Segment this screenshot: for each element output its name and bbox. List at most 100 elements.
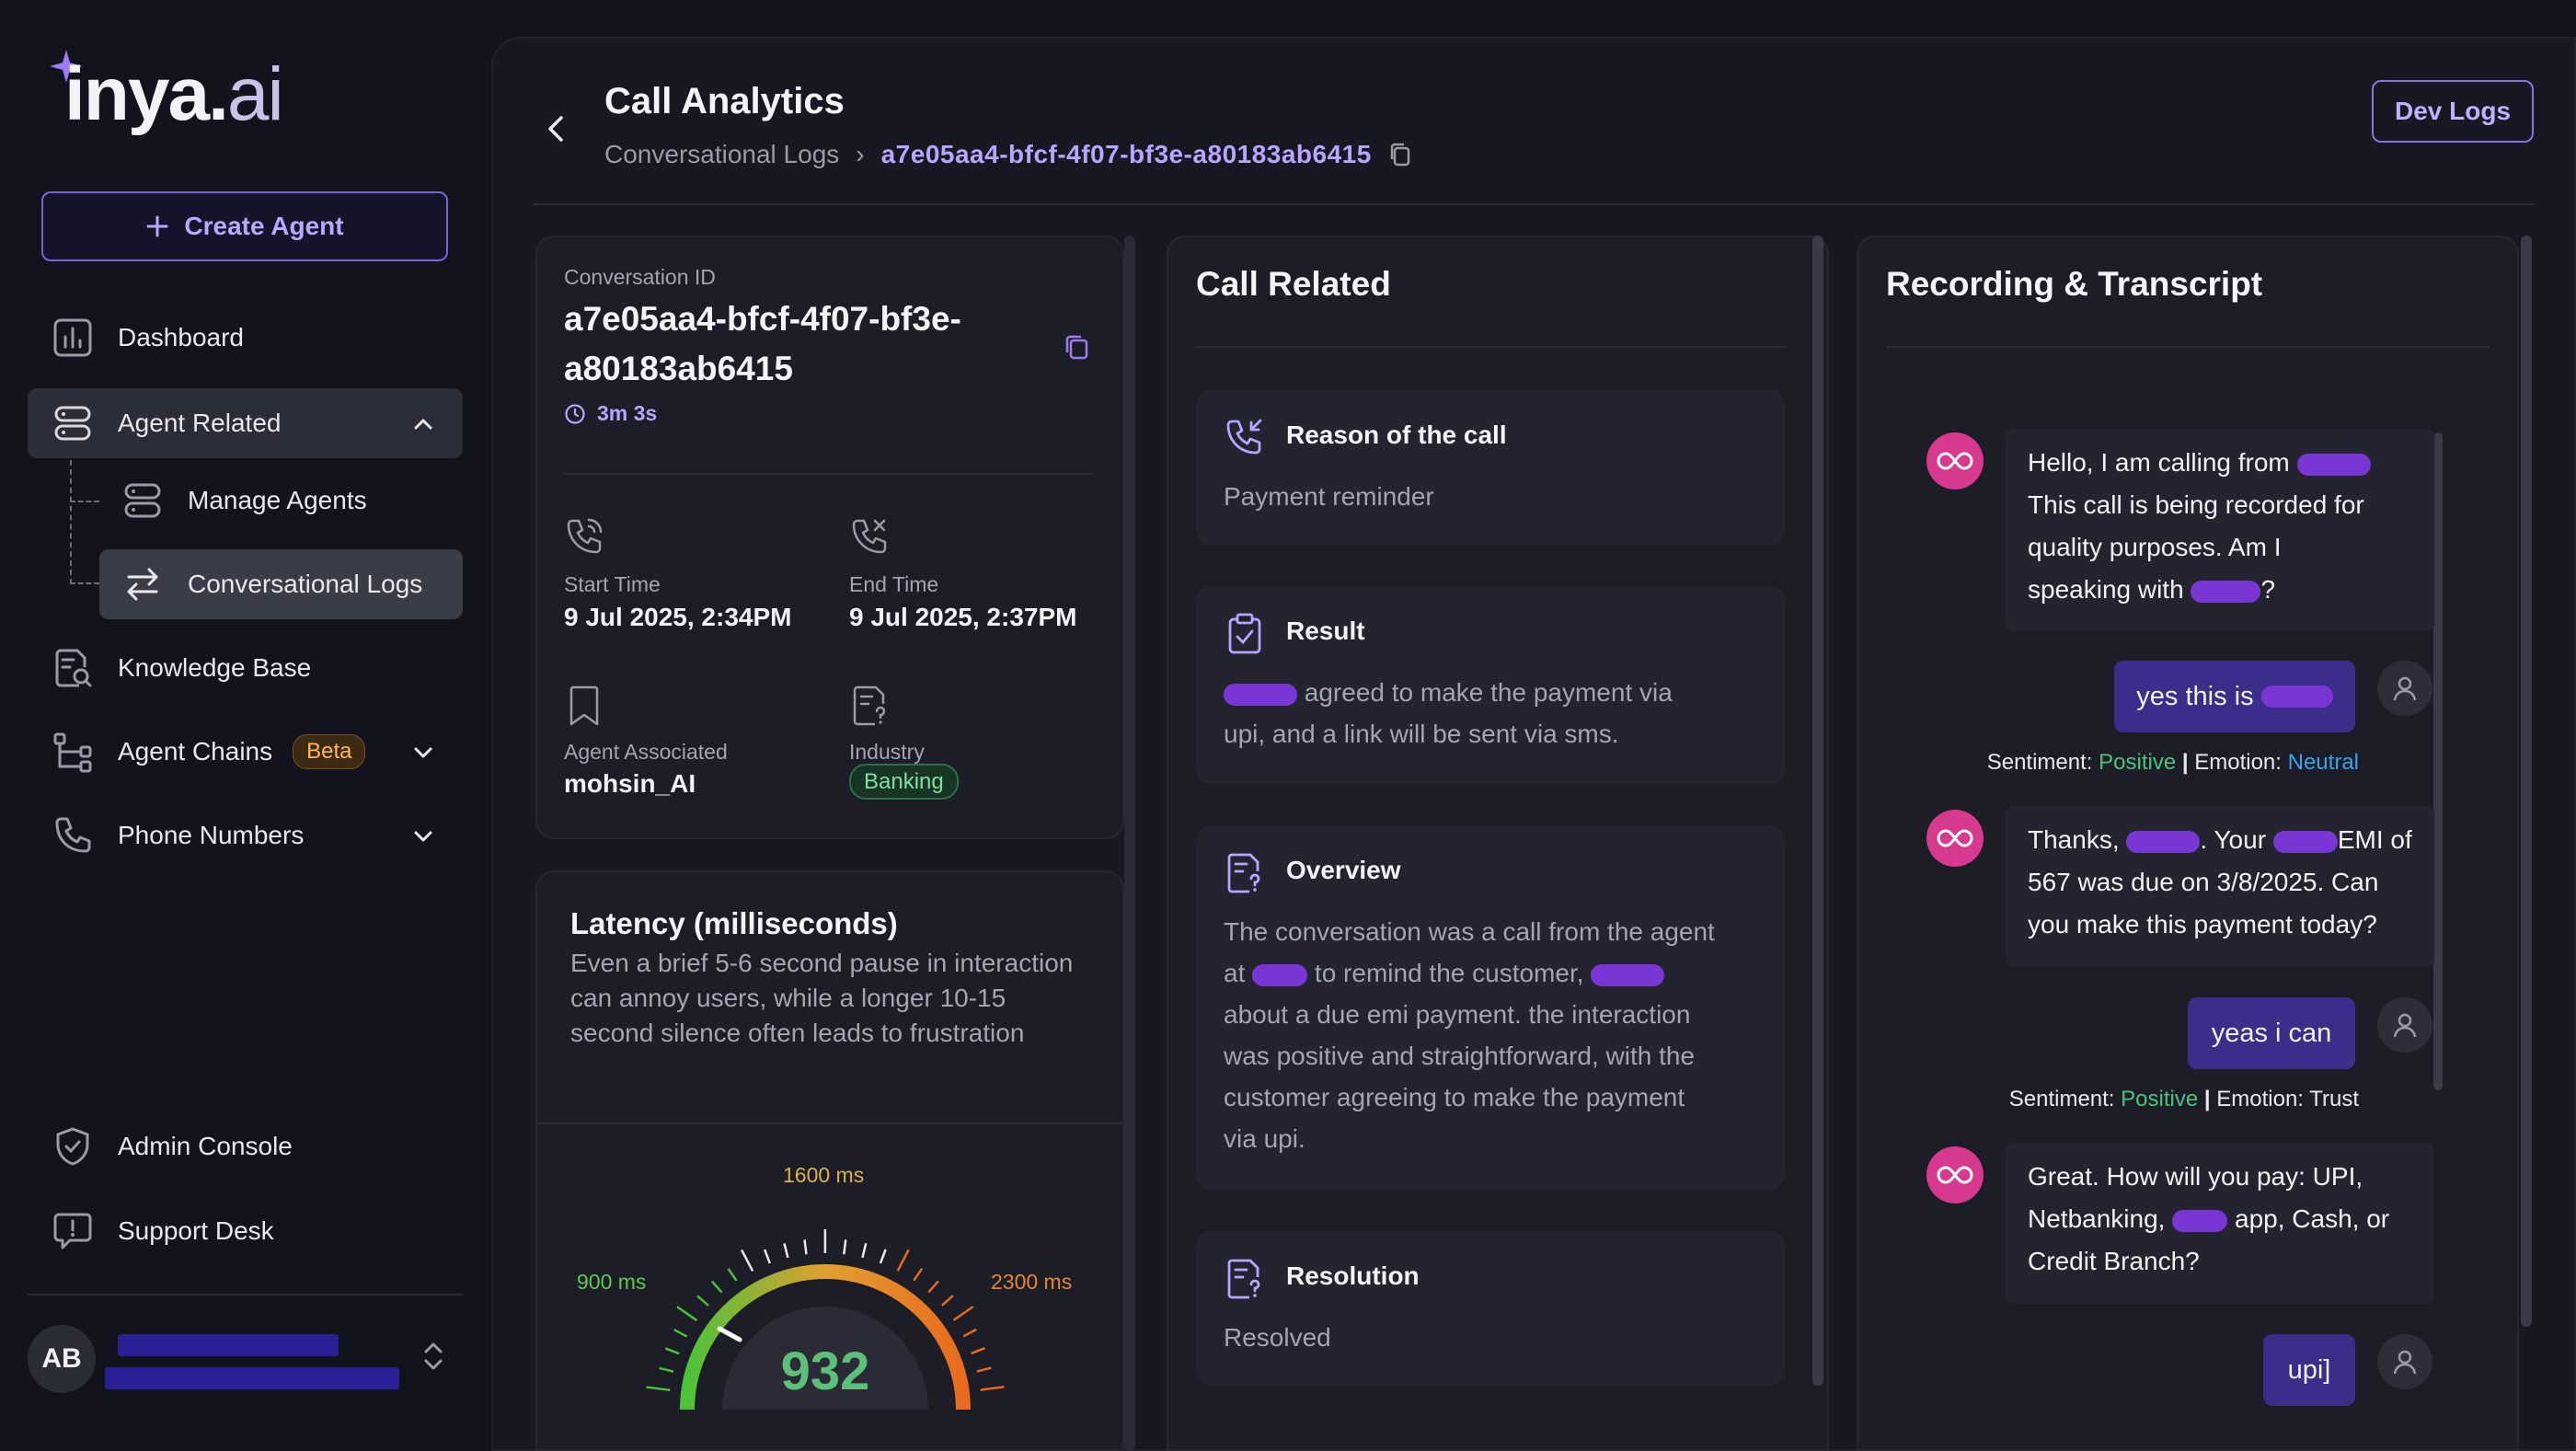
bot-avatar <box>1926 1146 1984 1203</box>
gauge-tick <box>962 1328 977 1338</box>
message-line: This call is being recorded for <box>2028 490 2364 519</box>
header-divider <box>534 203 2535 205</box>
redacted-name <box>2126 830 2201 853</box>
redacted-name <box>2260 685 2333 708</box>
breadcrumb: Conversational Logs › a7e05aa4-bfcf-4f07… <box>604 140 1412 169</box>
conversation-id-label: Conversation ID <box>564 265 716 289</box>
bot-avatar <box>1926 810 1984 867</box>
bot-avatar <box>1926 432 1984 489</box>
user-message: yes this is <box>2114 661 2355 732</box>
swap-arrows-icon <box>127 568 158 601</box>
resolution-title: Resolution <box>1286 1261 1420 1290</box>
end-time-label: End Time <box>849 572 939 596</box>
chevron-up-icon[interactable] <box>409 410 437 438</box>
chevron-up-down-icon[interactable] <box>418 1338 449 1375</box>
gauge-tick <box>952 1306 974 1321</box>
server-icon <box>54 406 91 441</box>
message-line: you make this payment today? <box>2028 910 2377 939</box>
sidebar-item-support-desk[interactable]: Support Desk <box>28 1196 463 1266</box>
document-question-icon <box>1227 1259 1260 1299</box>
redacted-company <box>2272 830 2338 853</box>
create-agent-label: Create Agent <box>184 212 344 240</box>
chat-alert-icon <box>53 1213 92 1249</box>
copy-icon[interactable] <box>1064 333 1091 361</box>
beta-badge: Beta <box>293 734 366 769</box>
panel-scrollbar[interactable] <box>1812 236 1823 1386</box>
redacted-name <box>1224 683 1297 706</box>
sentiment-separator: | <box>2203 1087 2211 1111</box>
redacted-name <box>1591 963 1665 986</box>
sidebar-item-agent-chains[interactable]: Agent Chains Beta <box>28 717 463 787</box>
latency-value: 932 <box>780 1342 870 1401</box>
page-title: Call Analytics <box>604 81 845 121</box>
sidebar-item-manage-agents[interactable]: Manage Agents <box>99 466 463 535</box>
panel-scrollbar[interactable] <box>2521 236 2532 1327</box>
create-agent-button[interactable]: Create Agent <box>41 191 448 261</box>
call-related-title: Call Related <box>1196 265 1391 303</box>
resolution-text: Resolved <box>1224 1323 1331 1352</box>
user-avatar[interactable]: AB <box>28 1325 96 1393</box>
shield-check-icon <box>56 1127 89 1166</box>
message-line: Thanks, <box>2028 825 2120 854</box>
bot-message: Hello, I am calling from This call is be… <box>2006 429 2434 631</box>
result-line: agreed to make the payment via <box>1304 678 1673 707</box>
breadcrumb-current: a7e05aa4-bfcf-4f07-bf3e-a80183ab6415 <box>880 140 1372 168</box>
overview-line: The conversation was a call from the age… <box>1224 917 1715 946</box>
clipboard-check-icon <box>1228 613 1261 654</box>
emotion-value: Neutral <box>2287 750 2359 775</box>
panel-divider <box>1196 346 1785 348</box>
overview-line: to remind the customer, <box>1314 959 1584 987</box>
column-scrollbar[interactable] <box>1124 236 1135 1451</box>
sidebar-item-agent-related[interactable]: Agent Related <box>28 388 463 458</box>
phone-missed-icon <box>852 519 887 554</box>
gauge-tick <box>971 1347 986 1355</box>
sentiment-separator: | <box>2181 750 2189 775</box>
redacted-company <box>2296 453 2371 476</box>
document-question-icon <box>1227 853 1260 893</box>
gauge-needle <box>717 1326 742 1342</box>
redacted-user-name <box>118 1334 339 1356</box>
sidebar-item-knowledge-base[interactable]: Knowledge Base <box>28 633 463 703</box>
copy-icon[interactable] <box>1388 142 1412 167</box>
plus-icon <box>146 215 168 237</box>
back-arrow-icon[interactable] <box>543 110 569 147</box>
emotion-label: Emotion: <box>2216 1087 2304 1111</box>
sparkle-icon <box>50 50 83 83</box>
gauge-tick <box>803 1239 808 1255</box>
sidebar-item-admin-console[interactable]: Admin Console <box>28 1111 463 1181</box>
breadcrumb-parent[interactable]: Conversational Logs <box>604 140 840 168</box>
transcript-scrollbar[interactable] <box>2433 432 2443 1090</box>
sentiment-value: Positive <box>2099 750 2177 775</box>
bot-message: Great. How will you pay: UPI, Netbanking… <box>2006 1143 2434 1304</box>
agent-associated-value: mohsin_AI <box>564 769 696 798</box>
message-line: Hello, I am calling from <box>2028 448 2290 477</box>
sidebar-item-dashboard[interactable]: Dashboard <box>28 303 463 373</box>
gauge-tick <box>676 1306 698 1322</box>
infinity-icon <box>1937 829 1973 847</box>
brand-logo: inya.ai <box>48 48 315 144</box>
chevron-down-icon[interactable] <box>409 823 437 850</box>
overview-card <box>1196 825 1785 1190</box>
sentiment-row: Sentiment: Positive | Emotion: Neutral <box>1965 750 2359 776</box>
chevron-down-icon[interactable] <box>409 739 437 766</box>
message-line: 567 was due on 3/8/2025. Can <box>2028 868 2379 896</box>
sidebar-item-label: Dashboard <box>118 323 244 351</box>
conversation-id-value: a7e05aa4-bfcf-4f07-bf3e- a80183ab6415 <box>564 294 961 394</box>
sidebar-item-conversational-logs[interactable]: Conversational Logs <box>99 549 463 619</box>
latency-title: Latency (milliseconds) <box>570 906 898 940</box>
sidebar-divider <box>28 1294 463 1296</box>
dev-logs-button[interactable]: Dev Logs <box>2372 80 2534 143</box>
duration: 3m 3s <box>564 401 657 426</box>
sentiment-label: Sentiment: <box>2008 1087 2115 1111</box>
end-time-value: 9 Jul 2025, 2:37PM <box>849 603 1077 631</box>
gauge-tick <box>740 1249 754 1272</box>
message-line: app, Cash, or <box>2235 1204 2390 1233</box>
industry-badge: Banking <box>849 764 959 800</box>
sidebar-item-phone-numbers[interactable]: Phone Numbers <box>28 800 463 870</box>
conversation-id-line: a80183ab6415 <box>564 350 793 387</box>
gauge-tick <box>763 1249 771 1264</box>
clock-icon <box>565 403 585 424</box>
sidebar-item-label: Knowledge Base <box>118 653 312 682</box>
phone-incoming-icon <box>567 518 603 554</box>
message-line: EMI of <box>2337 825 2412 854</box>
